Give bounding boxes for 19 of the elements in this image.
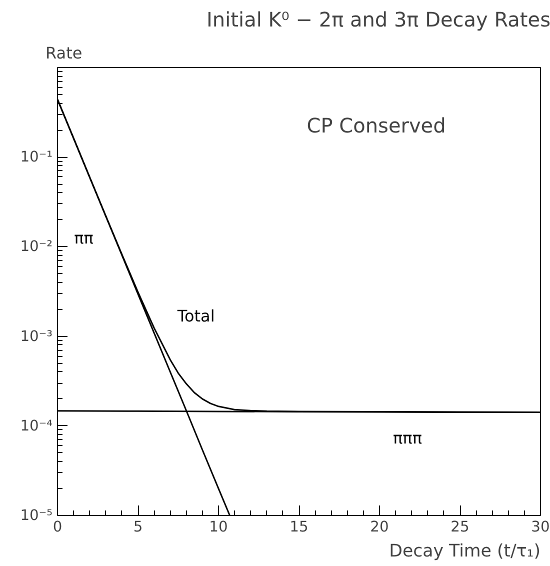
- x-tick-label: 30: [531, 518, 550, 536]
- y-tick-label: 10⁻²: [20, 238, 53, 256]
- y-axis-title: Rate: [46, 44, 82, 62]
- y-tick-label: 10⁻⁴: [20, 417, 53, 434]
- chart-title: Initial K⁰ − 2π and 3π Decay Rates: [206, 8, 550, 32]
- y-tick-label: 10⁻⁵: [20, 507, 53, 524]
- x-axis-title: Decay Time (t/τ₁): [389, 542, 540, 562]
- annotation: CP Conserved: [306, 114, 446, 138]
- y-tick-label: 10⁻³: [20, 328, 53, 345]
- x-tick-label: 5: [133, 518, 143, 536]
- x-tick-label: 20: [370, 518, 389, 536]
- x-tick-label: 25: [450, 518, 470, 536]
- legend-label: ππ: [74, 228, 94, 248]
- series-label: πππ: [393, 428, 422, 448]
- series-label: Total: [176, 306, 215, 326]
- y-tick-label: 10⁻¹: [20, 148, 53, 166]
- x-tick-label: 10: [209, 518, 228, 536]
- x-tick-label: 0: [52, 518, 62, 536]
- x-tick-label: 15: [290, 518, 308, 536]
